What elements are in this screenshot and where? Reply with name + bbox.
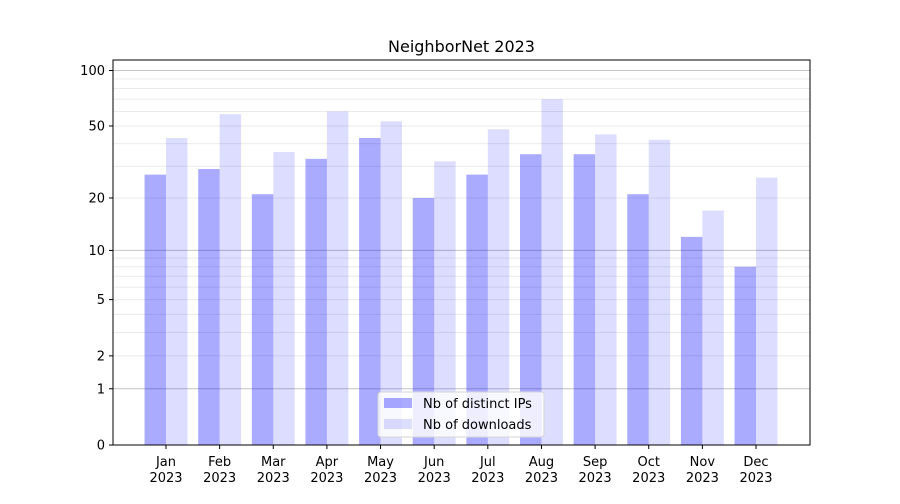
x-tick-label: Jan 2023 (149, 455, 182, 486)
x-tick-label: Jun 2023 (418, 455, 451, 486)
bar-downloads (648, 139, 671, 446)
bar-downloads (702, 210, 724, 445)
bar-downloads (273, 152, 295, 445)
bar-downloads (541, 99, 563, 445)
bar-ips (734, 266, 756, 445)
bar-downloads (166, 137, 188, 446)
x-tick-label: May 2023 (364, 455, 397, 486)
x-tick-label: Mar 2023 (257, 455, 290, 486)
y-tick-label: 5 (97, 293, 105, 308)
y-tick-label: 0 (97, 439, 105, 454)
y-tick-label: 50 (88, 119, 105, 134)
bar-ips (573, 154, 596, 445)
y-tick-label: 1 (97, 382, 105, 397)
bar-downloads (756, 177, 778, 445)
bar-downloads (434, 161, 456, 445)
y-tick-label: 20 (88, 191, 105, 206)
legend-label: Nb of downloads (423, 418, 532, 433)
bar-ips (520, 154, 542, 445)
bar-ips (627, 194, 649, 445)
legend-label: Nb of distinct IPs (423, 397, 532, 412)
bar-downloads (219, 114, 242, 446)
bar-downloads (326, 111, 349, 445)
legend (377, 391, 545, 438)
bar-ips (359, 137, 381, 446)
x-tick-label: Feb 2023 (203, 455, 236, 486)
legend-swatch (384, 398, 412, 408)
axes-frame (112, 59, 811, 446)
x-tick-label: Sep 2023 (579, 455, 612, 486)
legend-swatch (384, 419, 412, 429)
x-tick-label: Dec 2023 (739, 455, 772, 486)
bar-ips (412, 197, 435, 445)
x-tick-label: Nov 2023 (686, 455, 719, 486)
x-tick-label: Jul 2023 (471, 455, 504, 486)
x-tick-label: Oct 2023 (632, 455, 665, 486)
bar-ips (466, 174, 488, 445)
bar-ips (680, 236, 703, 445)
bar-downloads (595, 134, 617, 445)
y-tick-label: 2 (97, 349, 105, 364)
y-tick-label: 10 (88, 244, 105, 259)
x-tick-label: Aug 2023 (525, 455, 558, 486)
chart-title: NeighborNet 2023 (388, 37, 535, 56)
bar-ips (305, 158, 327, 445)
bar-downloads (380, 121, 402, 445)
y-tick-label: 100 (80, 64, 105, 79)
x-tick-label: Apr 2023 (310, 455, 343, 486)
bar-ips (144, 174, 166, 445)
bar-ips (251, 194, 274, 445)
bar-ips (198, 169, 220, 446)
bar-downloads (487, 129, 510, 445)
